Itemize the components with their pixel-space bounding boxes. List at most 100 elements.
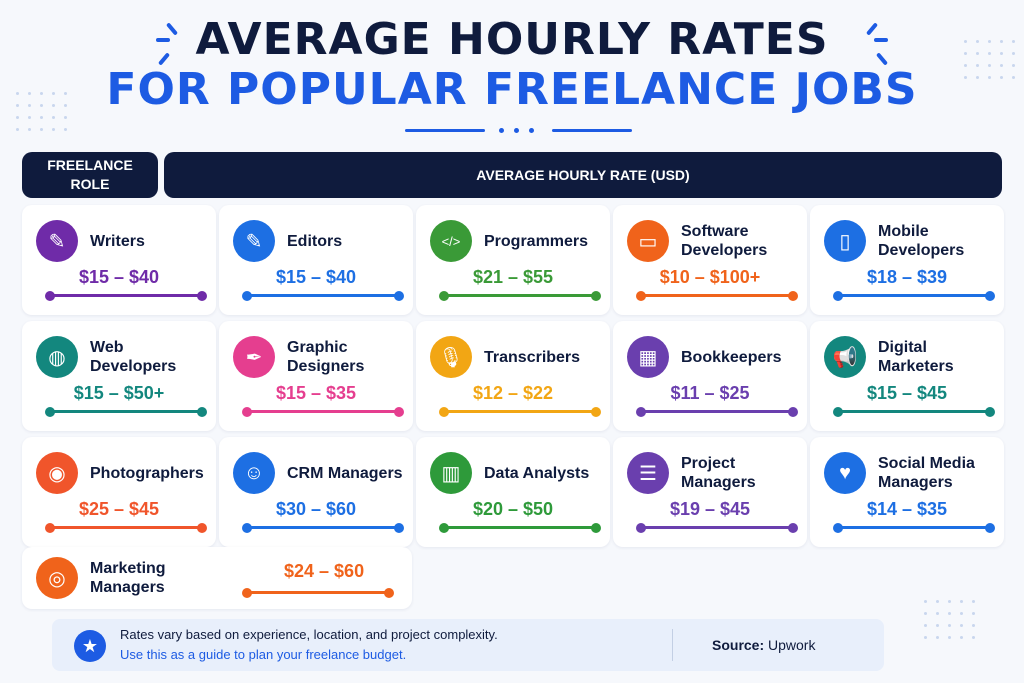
code-icon: </> xyxy=(430,220,472,262)
role-name: Social Media Managers xyxy=(878,455,975,491)
range-bar xyxy=(45,406,207,417)
clipboard-icon: ☰ xyxy=(627,452,669,494)
rate-card: ♥ Social Media Managers $14 – $35 xyxy=(810,437,1004,547)
range-bar xyxy=(833,406,995,417)
rate-range: $12 – $22 xyxy=(472,383,554,403)
decor-spark xyxy=(874,38,888,42)
range-bar xyxy=(439,522,601,533)
rate-range: $15 – $45 xyxy=(866,383,948,403)
range-bar xyxy=(242,406,404,417)
range-bar xyxy=(242,522,404,533)
role-name: Bookkeepers xyxy=(681,348,782,366)
rate-range: $25 – $45 xyxy=(78,499,160,519)
bar-chart-icon: ▥ xyxy=(430,452,472,494)
range-bar xyxy=(636,290,798,301)
monitor-code-icon: ▭ xyxy=(627,220,669,262)
globe-icon: ◍ xyxy=(36,336,78,378)
range-bar xyxy=(439,406,601,417)
rate-range: $15 – $35 xyxy=(275,383,357,403)
megaphone-icon: 📢 xyxy=(824,336,866,378)
footer-note: ★ Rates vary based on experience, locati… xyxy=(52,619,884,671)
rate-range: $11 – $25 xyxy=(670,383,750,403)
title-dot xyxy=(499,128,504,133)
range-bar xyxy=(833,290,995,301)
pen-icon: ✒ xyxy=(233,336,275,378)
rate-range: $21 – $55 xyxy=(472,267,554,287)
source-label: Source: xyxy=(712,637,765,653)
title-dot xyxy=(514,128,519,133)
range-bar xyxy=(45,290,207,301)
source-credit: Source: Upwork xyxy=(712,637,815,653)
target-icon: ◎ xyxy=(36,557,78,599)
user-icon: ☺ xyxy=(233,452,275,494)
role-name: Mobile Developers xyxy=(878,223,965,259)
role-name: Programmers xyxy=(484,232,589,250)
edit-document-icon: ✎ xyxy=(36,220,78,262)
rate-card: ▯ Mobile Developers $18 – $39 xyxy=(810,205,1004,315)
role-name: Data Analysts xyxy=(484,464,590,482)
rate-card: ◍ Web Developers $15 – $50+ xyxy=(22,321,216,431)
role-name: Graphic Designers xyxy=(287,339,365,375)
title-underline-left xyxy=(405,129,485,132)
rate-range: $10 – $100+ xyxy=(659,267,761,287)
range-bar xyxy=(242,587,394,598)
rate-card: ▭ Software Developers $10 – $100+ xyxy=(613,205,807,315)
range-bar xyxy=(242,290,404,301)
role-name: Project Managers xyxy=(681,455,756,491)
column-header-role: FREELANCE ROLE xyxy=(22,152,158,198)
range-bar xyxy=(833,522,995,533)
rate-range: $15 – $40 xyxy=(275,267,357,287)
range-bar xyxy=(439,290,601,301)
role-name: Photographers xyxy=(90,464,204,482)
rate-card: 📢 Digital Marketers $15 – $45 xyxy=(810,321,1004,431)
social-likes-icon: ♥ xyxy=(824,452,866,494)
rate-card: ✒ Graphic Designers $15 – $35 xyxy=(219,321,413,431)
title-dot xyxy=(529,128,534,133)
rate-card: ▥ Data Analysts $20 – $50 xyxy=(416,437,610,547)
rate-range: $15 – $40 xyxy=(78,267,160,287)
rate-card: ◉ Photographers $25 – $45 xyxy=(22,437,216,547)
rate-range: $19 – $45 xyxy=(669,499,751,519)
role-name: Marketing Managers xyxy=(90,560,166,596)
role-name: Digital Marketers xyxy=(878,339,954,375)
smartphone-icon: ▯ xyxy=(824,220,866,262)
decor-dots-right xyxy=(964,40,1015,79)
rate-card: ☰ Project Managers $19 – $45 xyxy=(613,437,807,547)
rate-range: $15 – $50+ xyxy=(73,383,165,403)
camera-icon: ◉ xyxy=(36,452,78,494)
range-bar xyxy=(636,522,798,533)
page-title-line1: AVERAGE HOURLY RATES xyxy=(195,14,829,65)
range-bar xyxy=(636,406,798,417)
edit-pencil-icon: ✎ xyxy=(233,220,275,262)
title-underline-right xyxy=(552,129,632,132)
star-icon: ★ xyxy=(74,630,106,662)
rate-card: ☺ CRM Managers $30 – $60 xyxy=(219,437,413,547)
note-text-primary: Rates vary based on experience, location… xyxy=(120,627,498,642)
note-text-secondary: Use this as a guide to plan your freelan… xyxy=(120,647,407,662)
range-bar xyxy=(45,522,207,533)
decor-spark xyxy=(156,38,170,42)
rate-range: $14 – $35 xyxy=(866,499,948,519)
role-name: Editors xyxy=(287,232,343,250)
role-name: Software Developers xyxy=(681,223,768,259)
microphone-icon: 🎙 xyxy=(430,336,472,378)
role-name: Transcribers xyxy=(484,348,581,366)
rate-range: $30 – $60 xyxy=(275,499,357,519)
rate-card: ✎ Editors $15 – $40 xyxy=(219,205,413,315)
rate-card: 🎙 Transcribers $12 – $22 xyxy=(416,321,610,431)
divider xyxy=(672,629,673,661)
decor-dots-bottom-right xyxy=(924,600,975,639)
role-name: Writers xyxy=(90,232,145,250)
role-name: Web Developers xyxy=(90,339,177,375)
rate-card: ▦ Bookkeepers $11 – $25 xyxy=(613,321,807,431)
column-header-rate: AVERAGE HOURLY RATE (USD) xyxy=(164,152,1002,198)
role-name: CRM Managers xyxy=(287,464,403,482)
rate-card: </> Programmers $21 – $55 xyxy=(416,205,610,315)
rate-card: ◎ Marketing Managers $24 – $60 xyxy=(22,547,412,609)
page-title-line2: FOR POPULAR FREELANCE JOBS xyxy=(106,64,918,115)
decor-dots-left xyxy=(16,92,67,131)
source-value: Upwork xyxy=(768,637,816,653)
rate-range: $20 – $50 xyxy=(472,499,554,519)
rate-range: $18 – $39 xyxy=(866,267,948,287)
rate-card: ✎ Writers $15 – $40 xyxy=(22,205,216,315)
